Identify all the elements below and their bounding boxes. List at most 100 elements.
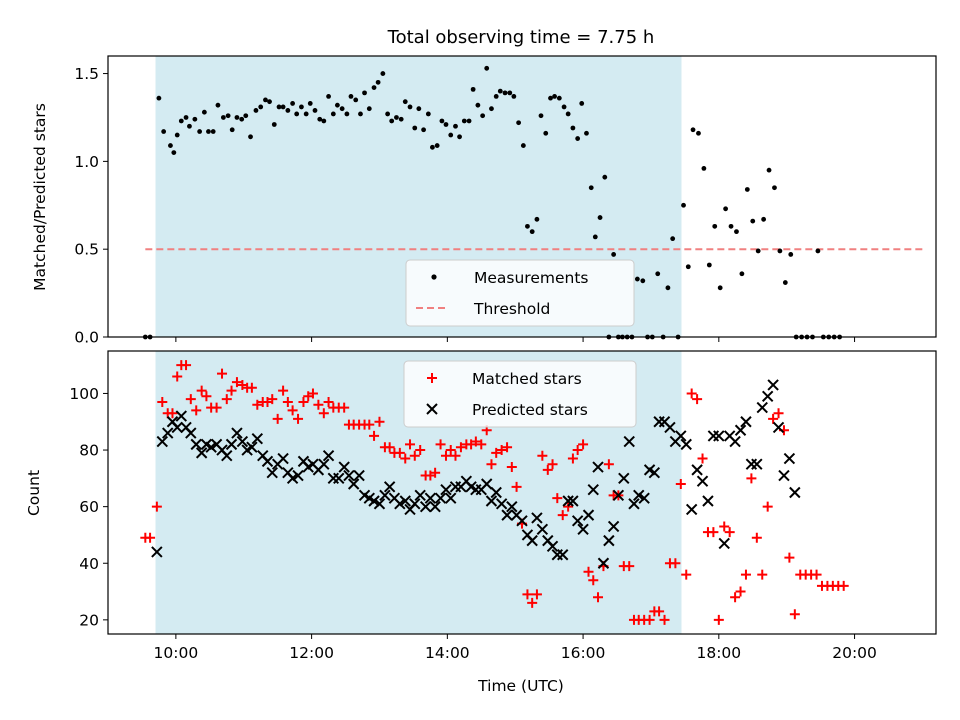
predicted-point [767,379,779,391]
predicted-point [526,534,538,547]
predicted-point [789,486,801,499]
matched-point [211,402,222,413]
matched-point [476,439,487,450]
matched-point [572,445,583,456]
measurement-point [263,97,268,103]
matched-point [511,481,522,492]
predicted-point [603,534,615,547]
matched-point [394,447,405,458]
matched-point [226,385,237,396]
predicted-point [516,515,528,527]
matched-point [522,589,533,600]
measurement-point [584,130,589,136]
matched-point [217,368,228,379]
x-tick-label: 18:00 [696,644,741,662]
predicted-point [633,489,645,502]
matched-point [151,501,162,512]
matched-point [455,442,466,453]
matched-point [470,436,481,447]
matched-point [751,532,762,543]
matched-point [369,430,380,441]
matched-point [374,416,385,427]
predicted-point [221,450,233,462]
predicted-point [481,478,493,490]
measurement-point [548,95,553,101]
plot-frame [107,350,937,635]
predicted-point [691,464,703,476]
predicted-point [205,441,217,453]
measurement-point [575,136,581,141]
measurement-point [712,223,718,229]
y-tick-label: 0.0 [74,329,99,347]
matched-point [323,396,334,407]
predicted-point [151,546,163,558]
predicted-point [783,452,796,465]
measurement-point [412,125,418,131]
measurement-point [402,99,408,105]
matched-point [578,439,589,450]
predicted-point [286,472,299,485]
measurement-point [602,174,608,180]
predicted-point [318,458,330,470]
matched-point [686,388,697,399]
y-tick-label: 20 [79,611,99,629]
matched-point [593,592,604,603]
matched-point [708,527,719,538]
plot-frame [107,55,937,338]
predicted-point [333,472,345,485]
matched-point [697,453,708,464]
measurement-point [717,285,723,291]
predicted-point [675,430,687,442]
measurement-point [330,111,336,117]
matched-point [681,569,692,580]
matched-point [624,561,635,572]
x-tick-label: 14:00 [425,644,470,662]
predicted-point [266,466,278,479]
measurement-point [267,99,272,105]
measurement-point [187,123,192,129]
measurement-point [192,116,198,122]
predicted-point [379,489,391,502]
measurement-point [416,106,422,112]
matched-point [838,580,849,591]
predicted-point [536,523,549,535]
measurement-point [611,252,617,257]
measurement-point [520,143,526,148]
measurement-point [389,118,395,124]
measurement-point [502,90,508,96]
measurement-point [534,216,540,222]
matched-point [557,510,568,521]
measurement-point [739,271,745,277]
measurement-point [380,71,386,76]
predicted-point [729,435,741,448]
matched-point [506,462,517,473]
matched-point [445,445,456,456]
measurement-point [334,102,340,108]
predicted-point [383,481,396,493]
predicted-point [582,509,595,521]
matched-point [246,382,257,393]
predicted-point [190,438,202,451]
predicted-point [597,557,610,569]
matched-point [811,569,822,580]
measurement-point [425,111,431,117]
predicted-point [557,549,569,561]
matched-point [730,592,741,603]
measurement-point [421,127,426,133]
predicted-point [251,433,264,445]
measurement-point [461,118,467,124]
matched-point [185,394,196,405]
measurement-point [525,223,530,229]
matched-point [278,385,289,396]
measurement-point [276,104,282,110]
matched-point [757,569,768,580]
measurement-point [706,262,712,268]
measurement-point [457,134,462,140]
predicted-point [394,498,406,510]
matched-point [339,402,350,413]
y-tick-label: 40 [79,555,99,573]
predicted-point [195,447,208,459]
matched-point [191,405,202,416]
matched-point [588,575,599,586]
matched-point [644,614,655,625]
